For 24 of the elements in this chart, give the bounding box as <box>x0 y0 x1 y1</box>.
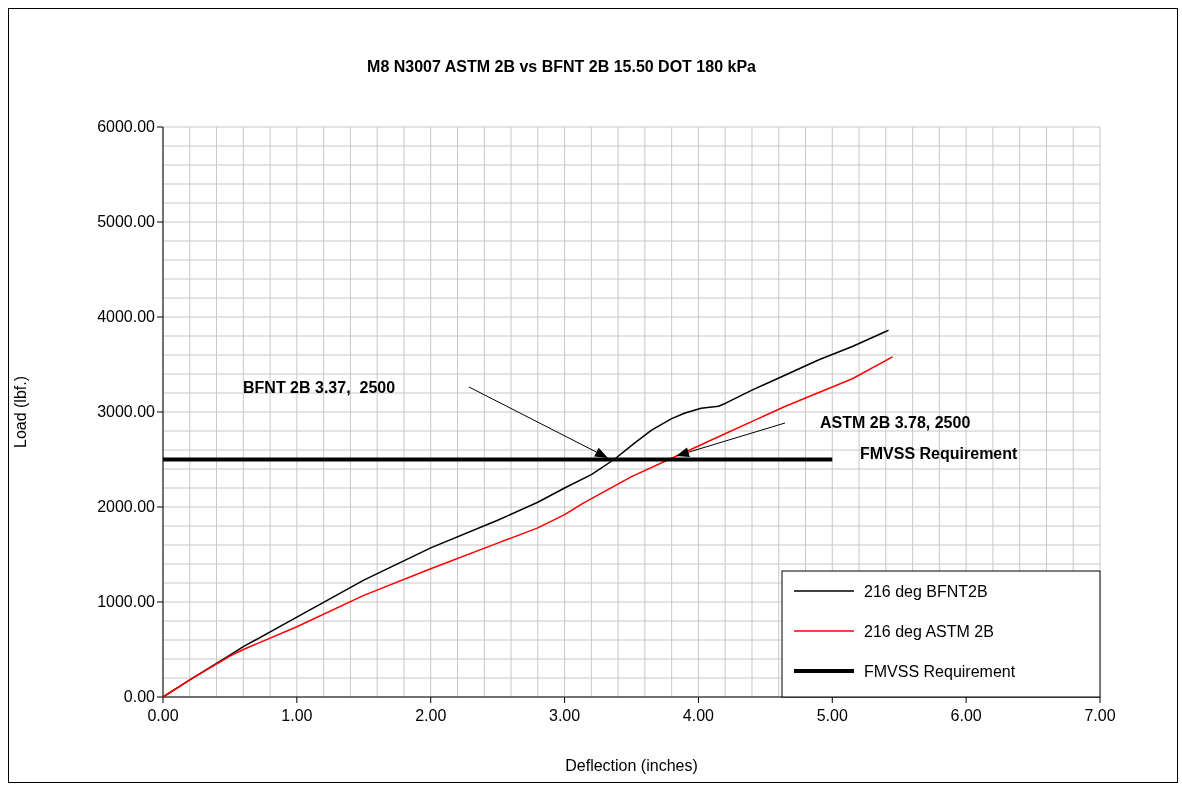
y-tick-label: 4000.00 <box>97 308 156 325</box>
legend-label: FMVSS Requirement <box>864 663 1016 680</box>
annotation: FMVSS Requirement <box>860 445 1019 462</box>
x-tick-label: 6.00 <box>950 707 982 724</box>
legend-label: 216 deg BFNT2B <box>864 583 988 600</box>
x-tick-label: 1.00 <box>281 707 313 724</box>
x-tick-label: 7.00 <box>1084 707 1116 724</box>
y-tick-label: 1000.00 <box>97 593 156 610</box>
y-axis-title: Load (lbf.) <box>12 375 29 449</box>
annotation: ASTM 2B 3.78, 2500 <box>820 414 971 431</box>
y-tick-label: 0.00 <box>123 688 156 705</box>
x-tick-label: 0.00 <box>147 707 179 724</box>
y-tick-label: 5000.00 <box>97 213 156 230</box>
y-tick-label: 3000.00 <box>97 403 156 420</box>
x-tick-label: 5.00 <box>816 707 848 724</box>
legend-label: 216 deg ASTM 2B <box>864 623 994 640</box>
annotation: BFNT 2B 3.37, 2500 <box>243 379 396 396</box>
y-tick-label: 6000.00 <box>97 118 156 135</box>
chart-title: M8 N3007 ASTM 2B vs BFNT 2B 15.50 DOT 180 kPa <box>367 58 757 75</box>
x-axis-title: Deflection (inches) <box>565 757 698 774</box>
y-tick-label: 2000.00 <box>97 498 156 515</box>
x-tick-label: 2.00 <box>415 707 447 724</box>
x-tick-label: 3.00 <box>549 707 581 724</box>
x-tick-label: 4.00 <box>682 707 715 724</box>
